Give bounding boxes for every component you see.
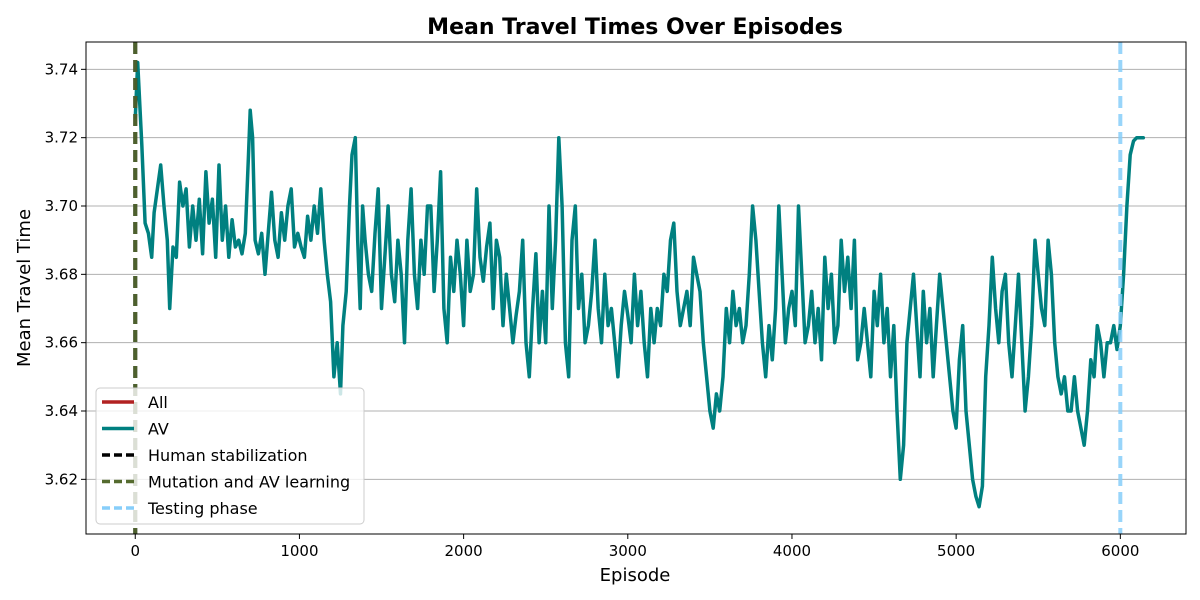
legend-box <box>95 387 365 525</box>
y-tick-label: 3.64 <box>45 402 78 420</box>
series-layer <box>133 60 1146 509</box>
legend-label: Human stabilization <box>148 446 308 465</box>
x-tick-label: 0 <box>130 542 140 560</box>
y-axis-label: Mean Travel Time <box>14 209 35 367</box>
phase-lines <box>133 42 1123 534</box>
legend-label: Testing phase <box>147 499 258 518</box>
series-line-av <box>133 60 1146 509</box>
y-tick-label: 3.72 <box>45 129 78 147</box>
x-tick-label: 1000 <box>280 542 318 560</box>
y-tick-label: 3.70 <box>45 197 78 215</box>
legend: All AV Human stabilization Mutation and AV … <box>95 387 365 525</box>
x-tick-label: 4000 <box>773 542 811 560</box>
x-tick-label: 6000 <box>1101 542 1139 560</box>
y-tick-label: 3.62 <box>45 470 78 488</box>
legend-label: AV <box>148 420 169 439</box>
y-tick-label: 3.66 <box>45 334 78 352</box>
y-tick-label: 3.74 <box>45 60 78 78</box>
x-axis-label: Episode <box>600 565 671 586</box>
x-tick-label: 2000 <box>445 542 483 560</box>
plot-frame <box>85 41 1187 535</box>
y-tick-label: 3.68 <box>45 265 78 283</box>
y-axis: 3.62 3.64 3.66 3.68 3.70 3.72 3.74 <box>45 60 86 488</box>
legend-label: Mutation and AV learning <box>148 473 350 492</box>
x-tick-label: 3000 <box>609 542 647 560</box>
legend-label: All <box>148 393 168 412</box>
x-tick-label: 5000 <box>937 542 975 560</box>
chart-title: Mean Travel Times Over Episodes <box>427 15 843 40</box>
x-axis: 0 1000 2000 3000 4000 5000 6000 <box>130 534 1139 560</box>
